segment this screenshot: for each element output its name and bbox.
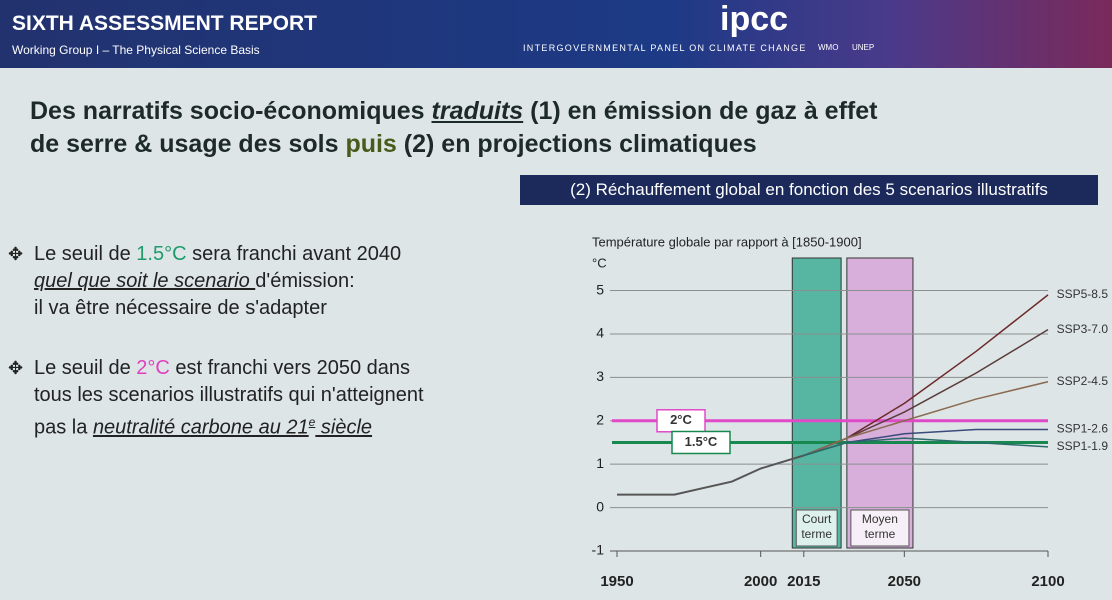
x-tick-label: 2100 xyxy=(1031,573,1064,590)
threshold-label-box xyxy=(671,430,731,455)
series-label: SSP1-2.6 xyxy=(1057,422,1109,436)
text: 2°C xyxy=(136,357,170,379)
text: pas la xyxy=(34,416,93,439)
text: siècle xyxy=(315,416,373,439)
text: (2) en projections climatiques xyxy=(396,130,757,158)
y-tick-label: 4 xyxy=(596,325,604,341)
x-tick-label: 1950 xyxy=(600,573,633,590)
report-title: SIXTH ASSESSMENT REPORT xyxy=(12,12,317,35)
bullet-line: quel que soit le scenario d'émission: xyxy=(8,268,401,295)
text: d'émission: xyxy=(255,270,355,292)
y-tick-label: 3 xyxy=(596,368,604,384)
period-label-box xyxy=(850,509,910,547)
partner: WMO xyxy=(818,43,839,52)
title-line: Des narratifs socio-économiques traduits… xyxy=(30,95,877,128)
bullet-line: pas la neutralité carbone au 21e siècle xyxy=(8,409,424,442)
x-tick-label: 2050 xyxy=(888,573,921,590)
series-label: SSP1-1.9 xyxy=(1057,439,1109,453)
chart-title: Température globale par rapport à [1850-… xyxy=(592,234,862,249)
period-band xyxy=(846,257,914,549)
text: sera franchi avant 2040 xyxy=(186,243,402,265)
y-tick-label: 0 xyxy=(596,498,604,514)
banner: (2) Réchauffement global en fonction des… xyxy=(520,175,1098,205)
series-line xyxy=(617,454,805,496)
period-label: Moyen xyxy=(862,512,898,526)
text: de serre & usage des sols xyxy=(30,130,346,158)
y-tick-label: 5 xyxy=(596,281,604,297)
series-label: SSP3-7.0 xyxy=(1057,322,1109,336)
bullet-line: tous les scenarios illustratifs qui n'at… xyxy=(8,382,424,409)
header: SIXTH ASSESSMENT REPORT Working Group I … xyxy=(0,0,1112,68)
period-label-box xyxy=(795,509,838,547)
text: quel que soit le scenario xyxy=(34,270,256,292)
x-tick-label: 2000 xyxy=(744,573,777,590)
title-line: de serre & usage des sols puis (2) en pr… xyxy=(30,128,877,161)
logo: ipcc xyxy=(720,0,789,38)
period-label: terme xyxy=(865,527,896,541)
y-tick-label: 1 xyxy=(596,455,604,471)
y-axis-label: °C xyxy=(592,255,607,270)
text: e xyxy=(308,415,316,429)
bullet: ✥ Le seuil de 1.5°C sera franchi avant 2… xyxy=(8,241,401,322)
text: 1.5°C xyxy=(136,243,187,265)
text: (1) en émission de gaz à effet xyxy=(523,97,878,125)
text: Le seuil de xyxy=(34,357,137,379)
threshold-label: 2°C xyxy=(670,412,692,427)
bullet-line: Le seuil de 2°C est franchi vers 2050 da… xyxy=(8,355,424,382)
period-label: terme xyxy=(801,527,832,541)
text: puis xyxy=(345,130,397,158)
y-tick-label: 2 xyxy=(596,411,604,427)
text: Des narratifs socio-économiques xyxy=(30,97,432,125)
text: il va être nécessaire de s'adapter xyxy=(34,297,327,319)
bullet-line: Le seuil de 1.5°C sera franchi avant 204… xyxy=(8,241,401,268)
period-band xyxy=(791,257,842,549)
slide-title: Des narratifs socio-économiques traduits… xyxy=(30,95,877,161)
text: est franchi vers 2050 dans xyxy=(169,357,411,379)
threshold-label: 1.5°C xyxy=(685,434,718,449)
x-tick-label: 2015 xyxy=(787,573,820,590)
series-line xyxy=(803,437,1049,457)
report-subtitle: Working Group I – The Physical Science B… xyxy=(12,43,260,57)
bullet-line: il va être nécessaire de s'adapter xyxy=(8,295,401,322)
text: Le seuil de xyxy=(34,243,137,265)
bullet: ✥ Le seuil de 2°C est franchi vers 2050 … xyxy=(8,355,424,442)
series-label: SSP5-8.5 xyxy=(1057,287,1109,301)
series-line xyxy=(803,380,1049,457)
text: neutralité carbone au 21 xyxy=(92,416,309,439)
text: tous les scenarios illustratifs qui n'at… xyxy=(34,384,424,406)
period-label: Court xyxy=(802,512,832,526)
y-tick-label: -1 xyxy=(592,542,605,558)
organization: INTERGOVERNMENTAL PANEL ON CLIMATE CHANG… xyxy=(523,43,807,53)
text: traduits xyxy=(431,97,524,125)
series-label: SSP2-4.5 xyxy=(1057,374,1109,388)
partner: UNEP xyxy=(852,43,875,52)
